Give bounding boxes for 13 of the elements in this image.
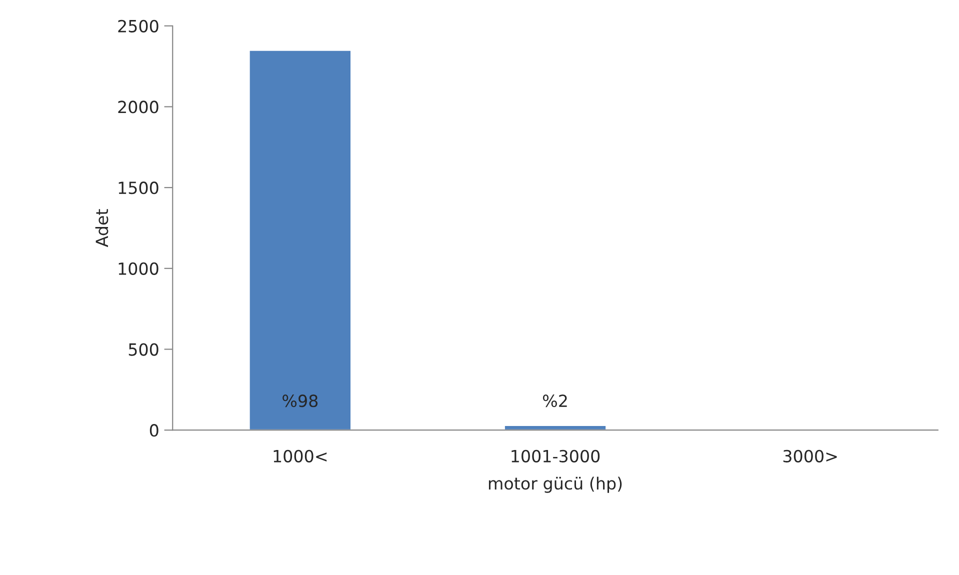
x-axis-title: motor gücü (hp) [488,476,622,493]
y-axis-title: Adet [95,209,108,248]
x-tick-label: 1001-3000 [512,450,600,462]
annotation: %2 [542,394,567,408]
annotation: %98 [282,394,318,408]
y-tick-label: 2000 [118,100,158,114]
x-tick-label: 1000< [274,450,327,462]
y-tick-label: 0 [150,424,158,437]
x-tick-label: 3000> [783,450,837,462]
y-tick-label: 1500 [118,182,158,194]
y-tick-label: 500 [128,343,158,356]
y-tick-label: 1000 [118,262,158,275]
y-tick-label: 2500 [118,20,158,32]
